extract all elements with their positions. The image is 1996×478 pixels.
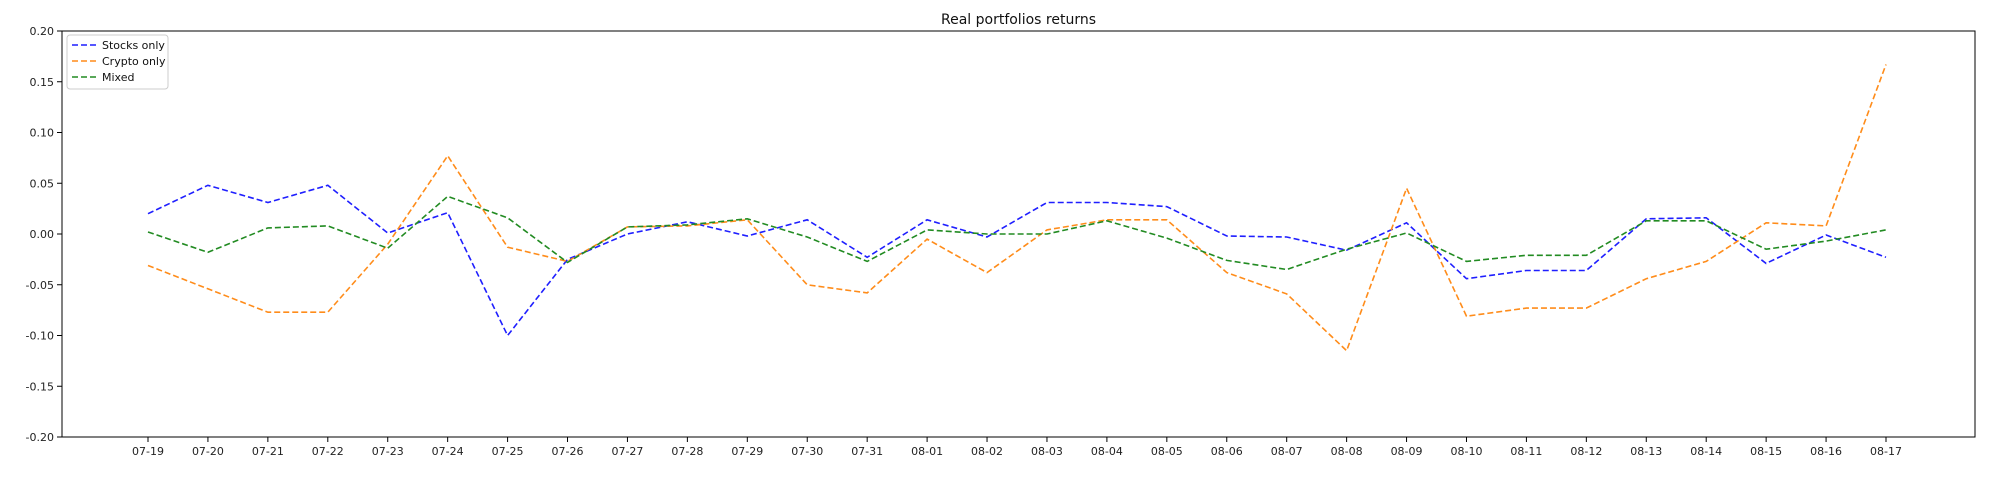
x-tick-label: 08-12 — [1570, 445, 1602, 458]
legend-label: Stocks only — [102, 39, 165, 52]
series-line-stocks-only — [147, 184, 1887, 337]
y-tick-label: 0.20 — [30, 25, 55, 38]
x-tick-label: 08-17 — [1870, 445, 1902, 458]
x-tick-label: 08-16 — [1810, 445, 1842, 458]
x-tick-label: 07-28 — [671, 445, 703, 458]
x-tick-label: 07-21 — [252, 445, 284, 458]
x-tick-label: 07-29 — [731, 445, 763, 458]
legend: Stocks only Crypto only Mixed — [66, 34, 169, 90]
legend-box — [66, 34, 169, 90]
y-tick-label: 0.10 — [30, 127, 55, 140]
x-tick-label: 07-20 — [192, 445, 224, 458]
y-tick-label: 0.15 — [30, 76, 55, 89]
x-tick-label: 08-15 — [1750, 445, 1782, 458]
y-axis: -0.20 -0.15 -0.10 -0.05 0.00 0.05 0.10 0.15 0.20 — [26, 25, 62, 444]
chart-title: Real portfolios returns — [941, 12, 1096, 28]
x-tick-label: 07-27 — [611, 445, 643, 458]
x-tick-label: 08-11 — [1510, 445, 1542, 458]
legend-label: Crypto only — [102, 55, 166, 68]
x-tick-label: 08-02 — [971, 445, 1003, 458]
x-axis: 07-19 07-20 07-21 07-22 07-23 07-24 07-25 07-26… — [132, 437, 1902, 458]
x-tick-label: 07-30 — [791, 445, 823, 458]
x-tick-label: 08-08 — [1331, 445, 1363, 458]
x-tick-label: 07-31 — [851, 445, 883, 458]
series-line-crypto-only — [147, 64, 1887, 353]
x-tick-label: 07-22 — [312, 445, 344, 458]
x-tick-label: 07-26 — [552, 445, 584, 458]
x-tick-label: 08-04 — [1091, 445, 1123, 458]
x-tick-label: 07-19 — [132, 445, 164, 458]
y-tick-label: 0.05 — [30, 177, 55, 190]
x-tick-label: 08-13 — [1630, 445, 1662, 458]
x-tick-label: 07-23 — [372, 445, 404, 458]
series-lines — [147, 64, 1887, 353]
legend-label: Mixed — [102, 71, 134, 84]
x-tick-label: 08-05 — [1151, 445, 1183, 458]
x-tick-label: 08-03 — [1031, 445, 1063, 458]
x-tick-label: 08-06 — [1211, 445, 1243, 458]
x-tick-label: 08-07 — [1271, 445, 1303, 458]
y-tick-label: -0.10 — [26, 330, 54, 343]
y-tick-label: -0.20 — [26, 431, 54, 444]
x-tick-label: 08-14 — [1690, 445, 1722, 458]
x-tick-label: 08-01 — [911, 445, 943, 458]
x-tick-label: 08-09 — [1391, 445, 1423, 458]
y-tick-label: 0.00 — [30, 228, 55, 241]
x-tick-label: 07-24 — [432, 445, 464, 458]
x-tick-label: 07-25 — [492, 445, 524, 458]
x-tick-label: 08-10 — [1450, 445, 1482, 458]
y-tick-label: -0.15 — [26, 380, 54, 393]
y-tick-label: -0.05 — [26, 279, 54, 292]
series-line-mixed — [147, 195, 1887, 271]
